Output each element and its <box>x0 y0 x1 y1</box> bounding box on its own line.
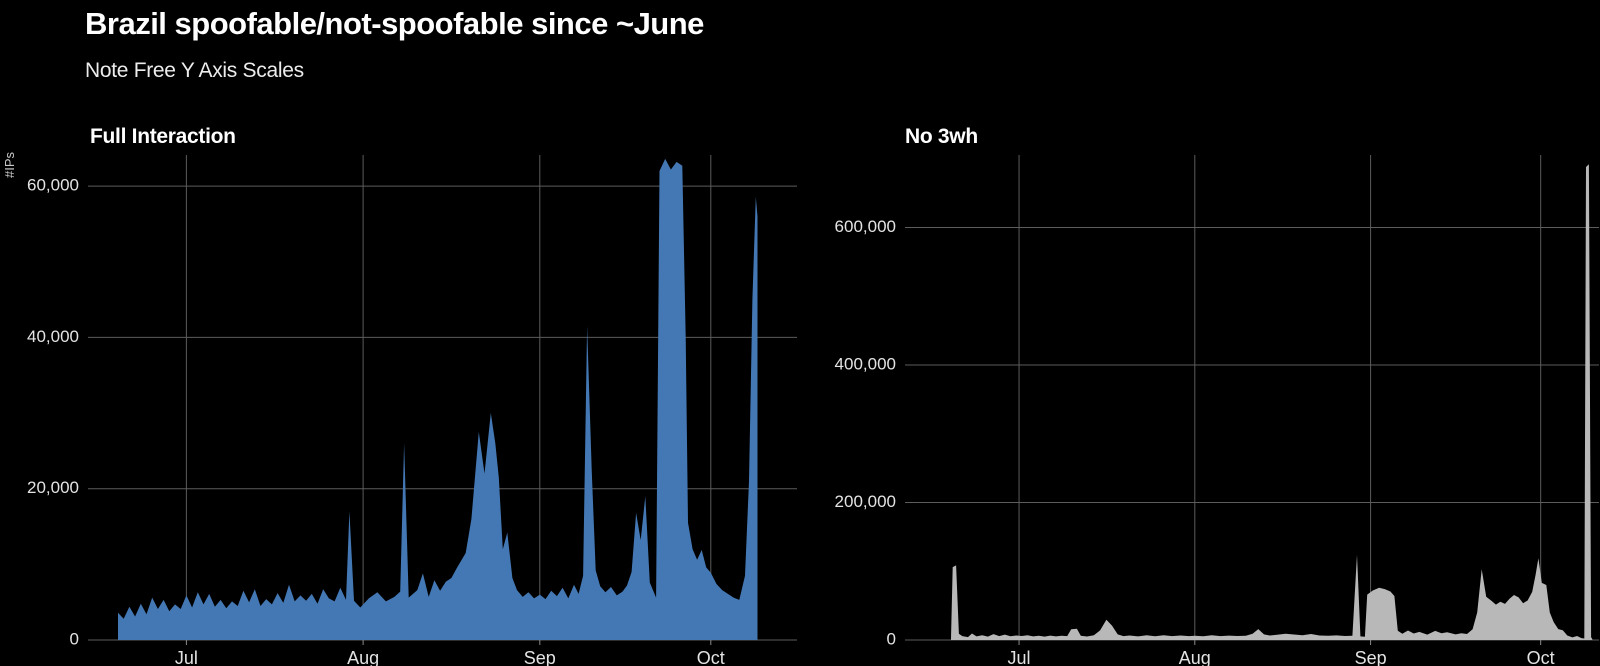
y-axis-tick-label: 600,000 <box>835 217 896 236</box>
y-axis-tick-label: 400,000 <box>835 354 896 373</box>
x-axis-tick-label: Oct <box>1527 648 1555 666</box>
panel-full-interaction: Jul Aug Sep Oct 0 20,000 40,000 60,000 <box>27 155 797 666</box>
panel-no-3wh: Jul Aug Sep Oct 0 200,000 400,000 600,000 <box>835 155 1599 666</box>
y-axis-tick-label: 20,000 <box>27 478 79 497</box>
page-subtitle: Note Free Y Axis Scales <box>85 59 304 82</box>
y-axis-tick-label: 0 <box>70 629 79 648</box>
panel-title-full-interaction: Full Interaction <box>90 125 236 148</box>
x-axis-tick-label: Aug <box>1179 648 1211 666</box>
x-axis-tick-label: Jul <box>175 648 198 666</box>
y-axis-tick-label: 200,000 <box>835 492 896 511</box>
y-axis-tick-label: 60,000 <box>27 176 79 195</box>
area-series-no-3wh <box>951 164 1593 641</box>
page-title: Brazil spoofable/not-spoofable since ~Ju… <box>85 6 704 41</box>
area-series-full-interaction <box>118 158 758 640</box>
y-axis-tick-label: 40,000 <box>27 327 79 346</box>
x-axis-tick-label: Jul <box>1008 648 1031 666</box>
x-axis-tick-label: Sep <box>524 648 556 666</box>
x-axis-tick-label: Sep <box>1355 648 1387 666</box>
x-axis-tick-label: Aug <box>347 648 379 666</box>
panel-title-no-3wh: No 3wh <box>905 125 978 148</box>
x-axis-tick-label: Oct <box>697 648 725 666</box>
y-axis-tick-label: 0 <box>887 629 896 648</box>
